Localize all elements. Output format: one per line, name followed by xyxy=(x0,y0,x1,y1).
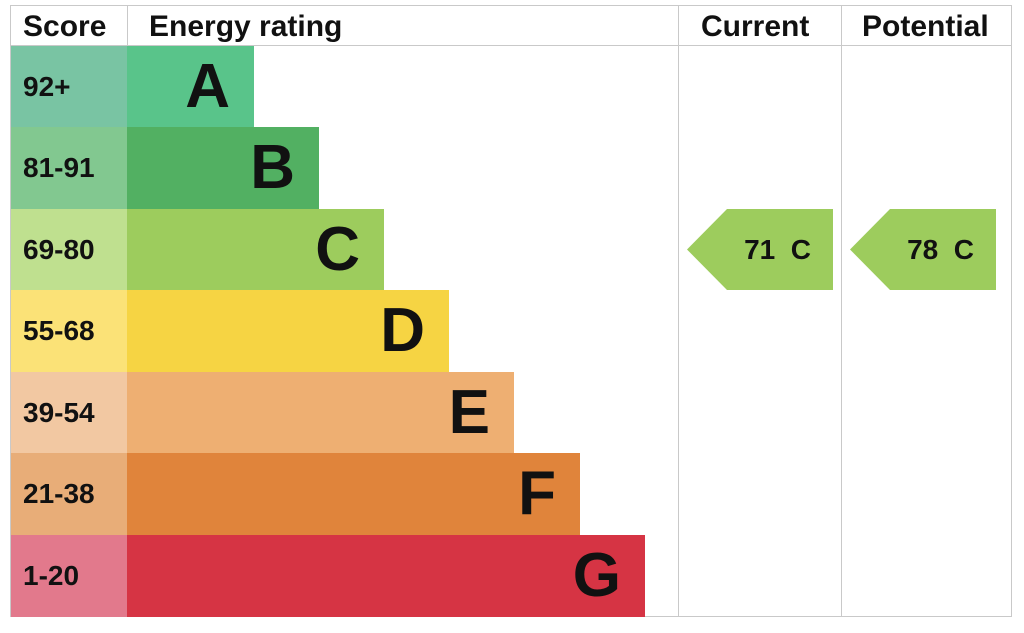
band-bar-c: C xyxy=(127,209,384,290)
band-bar-a: A xyxy=(127,46,254,127)
band-letter-g: G xyxy=(572,541,621,610)
band-bar-e: E xyxy=(127,372,514,453)
band-letter-b: B xyxy=(250,133,295,202)
arrow-left-shape-icon xyxy=(687,209,833,290)
potential-column-divider xyxy=(841,5,842,617)
score-range-e: 39-54 xyxy=(11,372,127,453)
current-rating-label: 71 C xyxy=(744,234,811,265)
score-range-a: 92+ xyxy=(11,46,127,127)
band-letter-e: E xyxy=(448,377,490,447)
energy-rating-header: Energy rating xyxy=(149,10,343,43)
current-column-divider xyxy=(678,5,679,617)
band-bar-b: B xyxy=(127,127,319,209)
band-bar-f: F xyxy=(127,453,580,535)
score-range-d: 55-68 xyxy=(11,290,127,372)
score-column-divider xyxy=(127,5,128,46)
band-letter-d: D xyxy=(380,296,425,365)
arrow-left-shape-icon xyxy=(850,209,996,290)
current-header: Current xyxy=(701,10,810,43)
header-divider xyxy=(10,45,1012,46)
score-range-c: 69-80 xyxy=(11,209,127,290)
score-range-f: 21-38 xyxy=(11,453,127,535)
potential-rating-arrow: 78 C xyxy=(850,209,996,290)
band-letter-f: F xyxy=(518,459,556,528)
score-range-g: 1-20 xyxy=(11,535,127,617)
score-range-b: 81-91 xyxy=(11,127,127,209)
potential-header: Potential xyxy=(862,10,989,43)
band-bar-d: D xyxy=(127,290,449,372)
band-bar-g: G xyxy=(127,535,645,617)
score-header: Score xyxy=(23,10,107,43)
band-letter-a: A xyxy=(185,51,230,121)
band-letter-c: C xyxy=(315,214,360,284)
current-rating-arrow: 71 C xyxy=(687,209,833,290)
potential-rating-label: 78 C xyxy=(907,234,974,265)
